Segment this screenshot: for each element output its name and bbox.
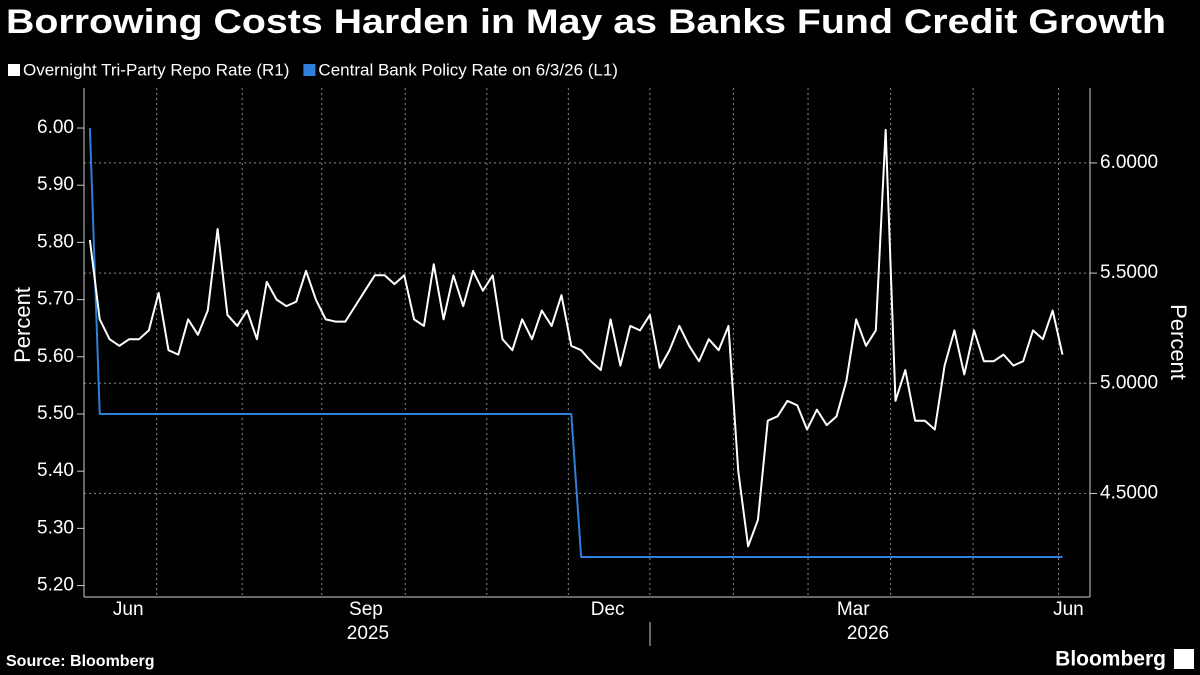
y-tick-label: 5.50 bbox=[37, 403, 74, 424]
x-year-label: 2026 bbox=[847, 623, 889, 644]
y-axis-title: Percent bbox=[10, 287, 35, 363]
legend-label: Overnight Tri-Party Repo Rate (R1) bbox=[23, 60, 289, 79]
y-tick-label: 5.20 bbox=[37, 575, 74, 596]
y-tick-label: 5.90 bbox=[37, 174, 74, 195]
brand-icon bbox=[1174, 649, 1194, 669]
legend-swatch bbox=[303, 64, 316, 76]
chart-title: Borrowing Costs Harden in May as Banks F… bbox=[6, 3, 1166, 41]
source: Source: Bloomberg bbox=[6, 653, 154, 670]
line-series bbox=[88, 127, 1063, 558]
y2-tick-label: 6.0000 bbox=[1100, 152, 1158, 173]
x-tick-label: Jun bbox=[1053, 599, 1084, 620]
y2-tick-label: 5.5000 bbox=[1100, 262, 1158, 283]
y2-axis-title: Percent bbox=[1166, 304, 1191, 380]
y-tick-label: 5.80 bbox=[37, 231, 74, 252]
brand: Bloomberg bbox=[1055, 648, 1166, 671]
x-tick-label: Mar bbox=[837, 599, 870, 620]
line-series bbox=[88, 128, 1064, 548]
x-tick-label: Dec bbox=[591, 599, 625, 620]
x-year-label: 2025 bbox=[347, 623, 389, 644]
y-tick-label: 5.40 bbox=[37, 460, 74, 481]
y-tick-label: 5.30 bbox=[37, 517, 74, 538]
legend-label: Central Bank Policy Rate on 6/3/26 (L1) bbox=[318, 60, 618, 79]
y2-tick-label: 5.0000 bbox=[1100, 372, 1158, 393]
y-tick-label: 5.60 bbox=[37, 346, 74, 367]
y-tick-label: 6.00 bbox=[37, 117, 74, 138]
x-tick-label: Jun bbox=[113, 599, 144, 620]
legend-swatch bbox=[8, 64, 20, 76]
x-tick-label: Sep bbox=[349, 599, 383, 620]
y-tick-label: 5.70 bbox=[37, 289, 74, 310]
y2-tick-label: 4.5000 bbox=[1100, 482, 1158, 503]
